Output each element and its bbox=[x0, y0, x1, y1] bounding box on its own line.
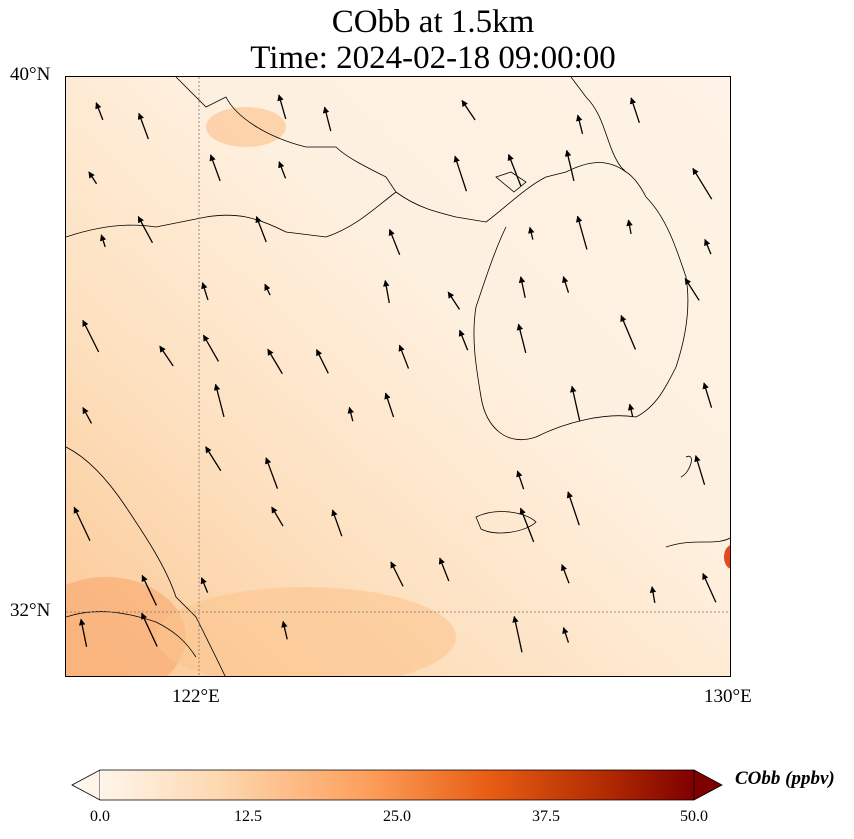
wind-arrow bbox=[137, 112, 149, 140]
wind-arrow bbox=[512, 615, 523, 653]
wind-arrow bbox=[384, 392, 395, 418]
wind-arrow bbox=[576, 114, 584, 134]
coastlines bbox=[66, 77, 730, 676]
wind-arrow bbox=[209, 154, 221, 182]
wind-arrow bbox=[518, 276, 526, 298]
wind-arrow bbox=[141, 612, 158, 647]
wind-arrow bbox=[560, 563, 570, 584]
lat-tick-32n: 32°N bbox=[10, 600, 51, 621]
wind-arrow bbox=[78, 618, 88, 647]
wind-arrow bbox=[562, 626, 570, 643]
wind-arrow bbox=[277, 94, 287, 120]
wind-arrow bbox=[519, 507, 535, 543]
wind-arrow bbox=[281, 620, 288, 640]
wind-arrow bbox=[453, 155, 468, 192]
map-plot bbox=[65, 76, 731, 677]
map-title: CObb at 1.5km bbox=[331, 4, 535, 40]
wind-arrow bbox=[507, 153, 522, 187]
map-canvas bbox=[66, 77, 730, 676]
gridlines bbox=[66, 77, 730, 676]
wind-arrow bbox=[438, 557, 450, 582]
lon-tick-130e: 130°E bbox=[704, 686, 752, 707]
wind-arrow bbox=[315, 349, 329, 374]
wind-arrow bbox=[347, 406, 354, 422]
wind-arrow bbox=[100, 234, 107, 248]
wind-arrow bbox=[265, 457, 279, 489]
wind-arrow bbox=[202, 334, 220, 362]
wind-arrow bbox=[82, 319, 100, 353]
wind-arrow bbox=[267, 348, 283, 375]
wind-arrow bbox=[200, 577, 209, 593]
wind-arrow bbox=[649, 586, 657, 603]
colorbar-label: CObb (ppbv) bbox=[735, 768, 835, 789]
wind-arrow bbox=[528, 226, 535, 240]
wind-arrow bbox=[702, 382, 713, 408]
colorbar-gradient bbox=[100, 770, 694, 800]
wind-arrow bbox=[255, 215, 267, 243]
wind-arrow bbox=[383, 279, 390, 304]
wind-arrow bbox=[331, 509, 343, 537]
wind-arrow bbox=[620, 314, 637, 350]
wind-arrow bbox=[684, 277, 700, 301]
wind-arrow bbox=[322, 106, 332, 132]
wind-arrow bbox=[398, 344, 410, 369]
wind-arrow bbox=[95, 102, 104, 121]
colorbar bbox=[71, 769, 723, 801]
wind-arrow bbox=[702, 572, 717, 603]
wind-arrow bbox=[516, 470, 525, 490]
wind-arrow bbox=[447, 291, 461, 310]
wind-arrow bbox=[264, 283, 271, 296]
map-time: Time: 2024-02-18 09:00:00 bbox=[250, 40, 616, 76]
wind-arrow bbox=[694, 455, 706, 485]
high-cobb-patch bbox=[66, 577, 186, 676]
colorbar-tick: 50.0 bbox=[680, 808, 708, 825]
wind-arrow bbox=[159, 345, 174, 367]
wind-vectors bbox=[73, 94, 717, 653]
wind-arrow bbox=[458, 329, 469, 351]
colorbar-tick: 37.5 bbox=[532, 808, 560, 825]
wind-arrow bbox=[278, 161, 287, 179]
wind-arrow bbox=[82, 407, 93, 424]
wind-arrow bbox=[137, 216, 154, 244]
cobb-field bbox=[66, 77, 730, 676]
colorbar-tick: 25.0 bbox=[383, 808, 411, 825]
wind-arrow bbox=[627, 403, 635, 417]
lon-tick-122e: 122°E bbox=[172, 686, 220, 707]
colorbar-min-extend bbox=[71, 769, 101, 801]
wind-arrow bbox=[461, 99, 476, 121]
wind-arrow bbox=[390, 561, 404, 587]
wind-arrow bbox=[88, 171, 98, 185]
wind-arrow bbox=[564, 149, 575, 182]
colorbar-tick: 0.0 bbox=[90, 808, 110, 825]
wind-arrow bbox=[201, 282, 209, 301]
colorbar-max-extend bbox=[693, 769, 723, 801]
cobb-hotspot bbox=[724, 545, 730, 569]
wind-arrow bbox=[570, 385, 581, 421]
wind-arrow bbox=[626, 219, 633, 235]
wind-arrow bbox=[629, 97, 640, 124]
wind-arrow bbox=[704, 238, 712, 255]
wind-arrow bbox=[271, 506, 284, 527]
wind-arrow bbox=[73, 506, 91, 542]
wind-arrow bbox=[575, 215, 588, 250]
wind-arrow bbox=[566, 491, 580, 526]
wind-arrow bbox=[562, 276, 570, 293]
wind-arrow bbox=[388, 228, 401, 256]
lat-tick-40n: 40°N bbox=[10, 64, 51, 85]
cobb-band bbox=[156, 587, 456, 676]
wind-arrow bbox=[516, 323, 527, 354]
wind-arrow bbox=[213, 383, 225, 418]
wind-arrow bbox=[205, 446, 222, 472]
wind-arrow bbox=[692, 167, 713, 200]
wind-arrow bbox=[141, 574, 157, 606]
colorbar-tick: 12.5 bbox=[234, 808, 262, 825]
cobb-patch-north bbox=[206, 107, 286, 147]
